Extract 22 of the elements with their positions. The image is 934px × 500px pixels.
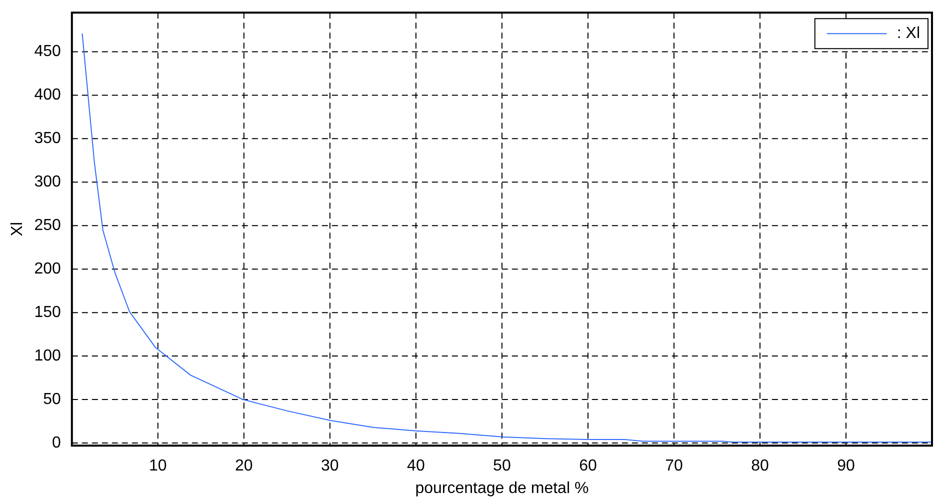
y-tick-label: 100 — [34, 347, 61, 364]
x-tick-label: 50 — [493, 458, 511, 475]
y-tick-label: 150 — [34, 304, 61, 321]
y-tick-label: 350 — [34, 130, 61, 148]
y-tick-label: 50 — [43, 390, 61, 408]
y-tick-label: 200 — [34, 260, 61, 278]
x-tick-label: 70 — [665, 458, 683, 475]
y-axis-title: Xl — [9, 222, 26, 236]
y-tick-label: 300 — [34, 174, 61, 191]
x-tick-label: 60 — [579, 458, 597, 475]
x-axis-title: pourcentage de metal % — [415, 480, 589, 497]
y-tick-label: 400 — [34, 86, 61, 104]
y-tick-label: 450 — [34, 43, 61, 60]
x-tick-label: 30 — [321, 458, 339, 475]
y-tick-label: 0 — [52, 434, 61, 452]
x-tick-label: 90 — [837, 458, 855, 475]
x-tick-label: 20 — [235, 458, 253, 475]
x-tick-label: 10 — [149, 458, 167, 475]
x-tick-label: 80 — [751, 458, 769, 475]
y-tick-label: 250 — [34, 217, 61, 234]
x-tick-label: 40 — [407, 458, 425, 475]
legend-label: : Xl — [896, 25, 920, 42]
